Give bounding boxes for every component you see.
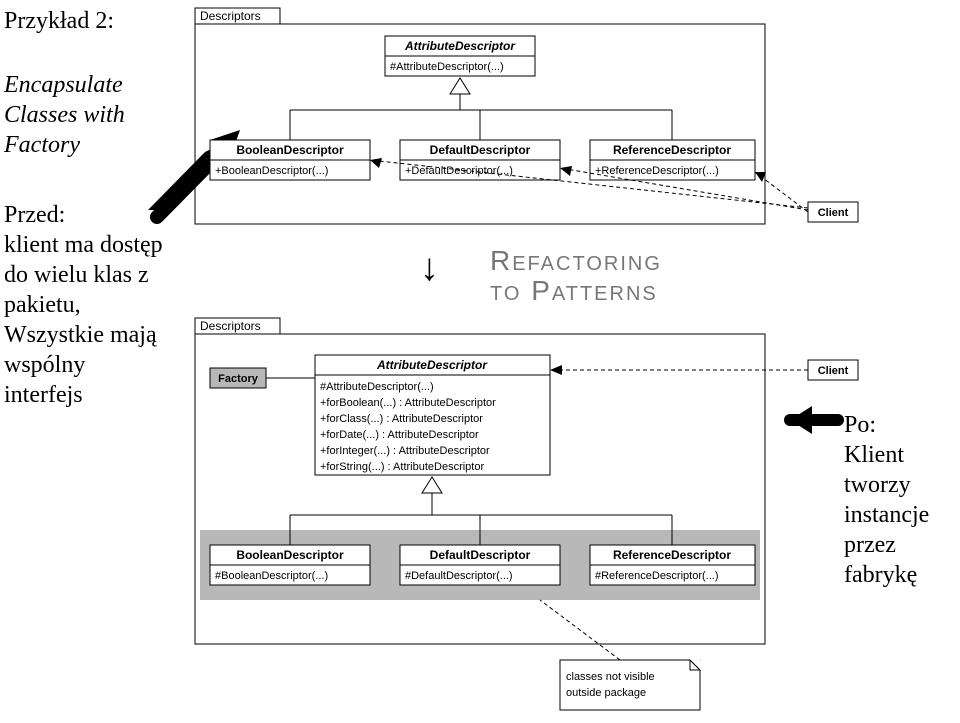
- down-arrow-icon: ↓: [420, 247, 439, 289]
- bot-gen-triangle-icon: [422, 477, 442, 493]
- bot-child-0-method: #BooleanDescriptor(...): [215, 570, 328, 582]
- top-parent-method: #AttributeDescriptor(...): [390, 61, 504, 73]
- top-dep-0-head: [370, 158, 382, 168]
- bot-parent-m0: #AttributeDescriptor(...): [320, 381, 434, 393]
- top-dep-2-head: [755, 172, 766, 182]
- bot-child-1-name: DefaultDescriptor: [430, 548, 531, 562]
- bot-parent-name: AttributeDescriptor: [376, 358, 488, 372]
- middle-title-2: to Patterns: [490, 275, 658, 306]
- factory-tag-label: Factory: [218, 373, 259, 385]
- top-child-1-method: +DefaultDescriptor(...): [405, 165, 513, 177]
- bot-child-2: ReferenceDescriptor #ReferenceDescriptor…: [590, 545, 755, 585]
- top-dep-1-head: [560, 166, 572, 176]
- bot-parent-m4: +forInteger(...) : AttributeDescriptor: [320, 445, 490, 457]
- top-child-0-method: +BooleanDescriptor(...): [215, 165, 328, 177]
- bot-child-2-name: ReferenceDescriptor: [613, 548, 731, 562]
- bot-note: classes not visible outside package: [560, 660, 700, 710]
- middle-title-1: Refactoring: [490, 245, 662, 276]
- top-child-0-name: BooleanDescriptor: [236, 143, 344, 157]
- pointer-arrow-shaft: [157, 155, 218, 217]
- top-child-0: BooleanDescriptor +BooleanDescriptor(...…: [210, 140, 370, 180]
- bot-dep-head: [550, 365, 562, 375]
- bot-child-0: BooleanDescriptor #BooleanDescriptor(...…: [210, 545, 370, 585]
- bot-note-line1: classes not visible: [566, 671, 655, 683]
- bot-parent-m1: +forBoolean(...) : AttributeDescriptor: [320, 397, 496, 409]
- bot-note-anchor: [540, 600, 620, 660]
- bot-child-1: DefaultDescriptor #DefaultDescriptor(...…: [400, 545, 560, 585]
- top-parent-name: AttributeDescriptor: [404, 39, 516, 53]
- bot-package-label: Descriptors: [200, 319, 261, 333]
- bot-parent-m2: +forClass(...) : AttributeDescriptor: [320, 413, 483, 425]
- diagrams-svg: Descriptors AttributeDescriptor #Attribu…: [0, 0, 960, 723]
- top-child-1: DefaultDescriptor +DefaultDescriptor(...…: [400, 140, 560, 180]
- after-arrow-head-icon: [790, 406, 812, 434]
- bot-child-0-name: BooleanDescriptor: [236, 548, 344, 562]
- top-gen-triangle-icon: [450, 78, 470, 94]
- top-child-1-name: DefaultDescriptor: [430, 143, 531, 157]
- top-child-2-method: +ReferenceDescriptor(...): [595, 165, 719, 177]
- top-child-2: ReferenceDescriptor +ReferenceDescriptor…: [590, 140, 755, 180]
- bot-child-1-method: #DefaultDescriptor(...): [405, 570, 513, 582]
- top-child-2-name: ReferenceDescriptor: [613, 143, 731, 157]
- bot-parent-m3: +forDate(...) : AttributeDescriptor: [320, 429, 479, 441]
- bot-parent-m5: +forString(...) : AttributeDescriptor: [320, 461, 484, 473]
- top-client-label: Client: [818, 207, 849, 219]
- bot-client-label: Client: [818, 365, 849, 377]
- top-package-label: Descriptors: [200, 9, 261, 23]
- bot-child-2-method: #ReferenceDescriptor(...): [595, 570, 719, 582]
- bot-note-line2: outside package: [566, 687, 646, 699]
